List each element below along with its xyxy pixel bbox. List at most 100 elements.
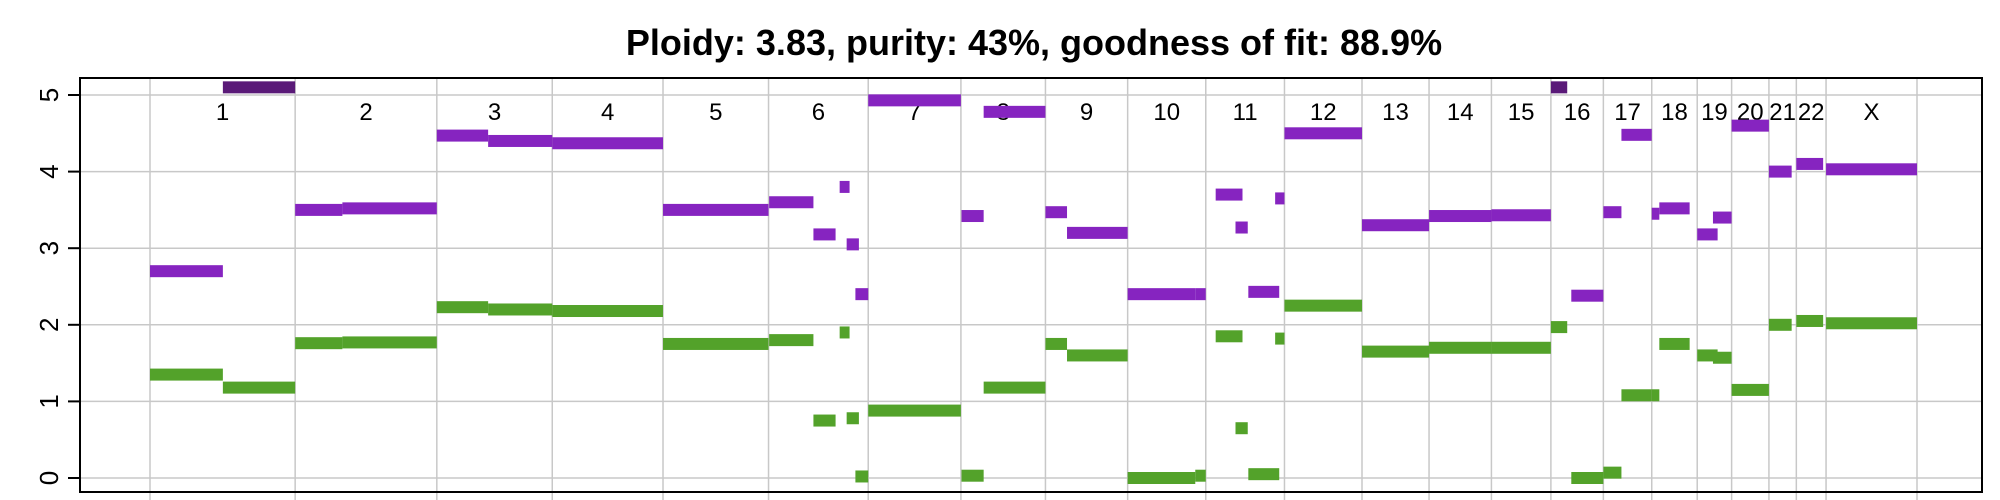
y-tick-label: 5 (34, 88, 64, 102)
minor-segment (488, 303, 553, 316)
total-segment (1275, 192, 1285, 205)
total-segment (846, 238, 859, 251)
total-segment (1621, 128, 1652, 141)
minor-segment (1215, 330, 1243, 343)
y-tick-label: 0 (34, 471, 64, 485)
chromosome-label: 12 (1310, 99, 1337, 126)
total-segment (488, 134, 553, 147)
total-segment (1651, 207, 1660, 220)
minor-segment (1621, 389, 1652, 402)
chromosome-label: 3 (488, 99, 501, 126)
y-axis: 0 1 2 3 4 5 (34, 88, 80, 485)
chromosome-label: 16 (1564, 99, 1591, 126)
grid (80, 78, 1982, 500)
total-segment (1362, 219, 1430, 232)
total-segment (983, 105, 1046, 118)
minor-segment (1603, 466, 1622, 479)
total-segment (1235, 221, 1248, 234)
minor-segment (868, 404, 961, 417)
chromosome-label: 6 (812, 99, 825, 126)
minor-segment (150, 368, 223, 381)
total-segment (1731, 119, 1769, 132)
minor-segment (1284, 299, 1363, 312)
chromosome-label: 13 (1382, 99, 1409, 126)
chromosome-label: 2 (359, 99, 372, 126)
total-segment (1796, 157, 1824, 170)
minor-segment (983, 381, 1046, 394)
y-tick-label: 3 (34, 241, 64, 255)
total-segment (1768, 165, 1792, 178)
chromosome-label: 11 (1233, 99, 1258, 126)
minor-segment (769, 334, 814, 347)
total-segment (222, 81, 296, 94)
total-segment (552, 137, 664, 150)
minor-segment (222, 381, 296, 394)
segments (150, 81, 1917, 484)
chart-title: Ploidy: 3.83, purity: 43%, goodness of f… (626, 22, 1442, 63)
minor-segment (663, 337, 769, 350)
minor-segment (855, 470, 869, 483)
minor-segment (1195, 469, 1206, 482)
chromosome-label: 17 (1614, 99, 1641, 126)
minor-segment (1429, 341, 1492, 354)
total-segment (1248, 285, 1280, 298)
chromosome-labels: 12345678910111213141516171819202122X (216, 99, 1880, 126)
chromosome-label: 18 (1661, 99, 1688, 126)
minor-segment (1712, 351, 1732, 364)
chromosome-label: 15 (1508, 99, 1535, 126)
minor-segment (1826, 317, 1917, 330)
total-segment (1712, 211, 1732, 224)
minor-segment (1067, 349, 1128, 362)
total-segment (1491, 209, 1551, 222)
minor-segment (295, 337, 343, 350)
total-segment (1215, 188, 1243, 201)
minor-segment (1796, 314, 1824, 327)
chromosome-label: 4 (601, 99, 614, 126)
total-segment (1550, 81, 1568, 94)
total-segment (1127, 288, 1196, 301)
minor-segment (846, 412, 859, 425)
minor-segment (1275, 332, 1285, 345)
total-segment (1067, 226, 1128, 239)
total-segment (813, 228, 836, 241)
chromosome-label: 5 (709, 99, 722, 126)
minor-segment (1045, 337, 1068, 350)
plot-frame (79, 77, 1983, 493)
total-segment (342, 202, 437, 215)
minor-segment (961, 469, 984, 482)
chromosome-label: 22 (1798, 99, 1825, 126)
total-segment (1429, 210, 1492, 223)
chromosome-label: 21 (1769, 99, 1796, 126)
minor-segment (436, 301, 489, 314)
chromosome-label: X (1864, 99, 1880, 126)
chromosome-label: 10 (1153, 99, 1180, 126)
minor-segment (1235, 422, 1248, 435)
total-segment (1284, 127, 1363, 140)
total-segment (1195, 288, 1206, 301)
total-segment (1603, 206, 1622, 219)
chromosome-label: 19 (1701, 99, 1728, 126)
total-segment (1826, 163, 1917, 176)
total-segment (839, 180, 850, 193)
total-segment (868, 94, 961, 107)
total-segment (855, 288, 869, 301)
total-segment (1571, 289, 1604, 302)
minor-segment (1731, 383, 1769, 396)
total-segment (295, 203, 343, 216)
chromosome-label: 14 (1447, 99, 1474, 126)
minor-segment (1550, 321, 1568, 334)
minor-segment (839, 326, 850, 339)
minor-segment (1491, 341, 1551, 354)
y-tick-label: 4 (34, 164, 64, 178)
y-tick-label: 1 (34, 394, 64, 408)
minor-segment (552, 305, 664, 318)
minor-segment (1127, 472, 1196, 484)
chromosome-label: 9 (1080, 99, 1093, 126)
minor-segment (1659, 337, 1690, 350)
minor-segment (1248, 468, 1280, 481)
total-segment (1697, 228, 1718, 241)
total-segment (436, 129, 489, 142)
minor-segment (342, 336, 437, 349)
total-segment (1659, 202, 1690, 215)
